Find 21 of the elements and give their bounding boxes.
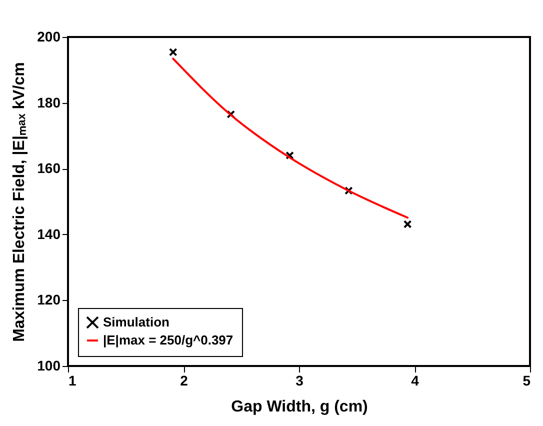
y-tick-label: 120 — [37, 292, 61, 308]
line-series — [172, 58, 409, 219]
x-tick-label: 2 — [180, 372, 188, 388]
point — [168, 48, 178, 56]
point — [226, 110, 236, 118]
x-tick-label: 1 — [68, 372, 76, 388]
legend-label: Simulation — [103, 314, 170, 330]
y-tick-label: 160 — [37, 160, 61, 176]
y-tick-label: 100 — [37, 358, 61, 374]
x-tick-label: 4 — [411, 372, 420, 388]
point — [403, 220, 412, 228]
x-tick-label: 3 — [296, 372, 304, 388]
y-axis-title: Maximum Electric Field, |E|ₘₐₓ kV/cm — [11, 62, 28, 342]
y-tick-label: 180 — [37, 94, 61, 110]
y-tick-label: 140 — [37, 226, 61, 242]
point — [286, 151, 294, 160]
point — [344, 186, 353, 195]
x-axis-title: Gap Width, g (cm) — [231, 398, 368, 416]
legend-label: |E|max = 250/g^0.397 — [103, 332, 234, 348]
y-tick-label: 200 — [37, 28, 61, 44]
x-tick-label: 5 — [522, 372, 531, 388]
